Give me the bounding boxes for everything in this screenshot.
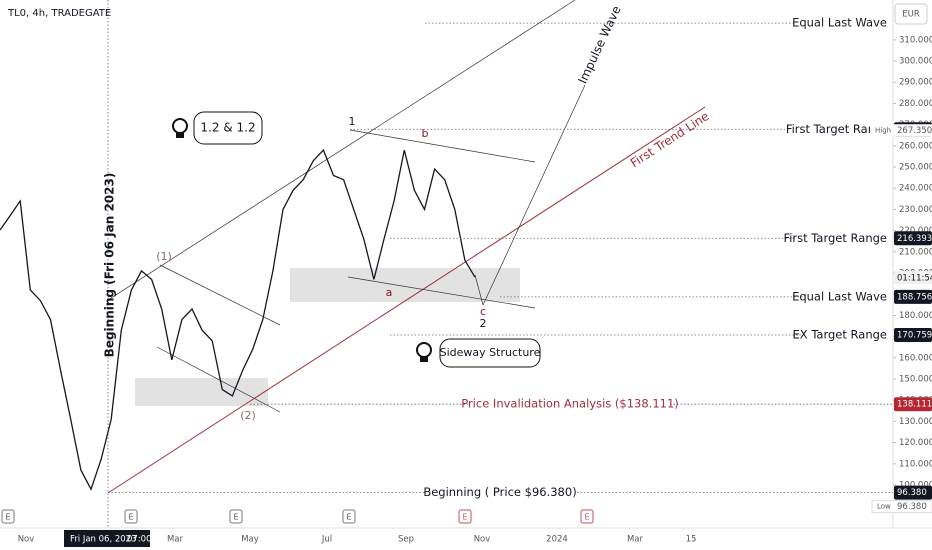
earnings-marker <box>229 509 243 524</box>
y-tick-label: 120.000 <box>899 438 932 448</box>
x-tick-label: 2024 <box>546 535 568 545</box>
level-label: Price Invalidation Analysis ($138.111) <box>461 397 679 411</box>
y-tick-label: 310.000 <box>899 35 932 45</box>
y-tick-label: 110.000 <box>899 459 932 469</box>
earnings-marker <box>342 509 356 524</box>
channel-line <box>347 276 536 309</box>
countdown-tag <box>894 271 932 284</box>
note-box <box>193 111 263 145</box>
price-tag <box>894 397 932 412</box>
wave-label: b <box>422 127 429 140</box>
high-tag <box>870 124 932 137</box>
low-caption: Low <box>877 503 891 511</box>
y-tick-label: 240.000 <box>899 184 932 194</box>
x-tick-label: Mar <box>627 535 644 545</box>
trend-line <box>107 106 706 494</box>
earnings-label: E <box>346 513 351 522</box>
level-label: Equal Last Wave <box>792 289 887 303</box>
currency: EUR <box>902 10 920 20</box>
crosshair-date: Fri Jan 06, 2023 <box>70 535 137 545</box>
currency-box <box>894 3 928 25</box>
low-tag <box>871 500 932 514</box>
price-tag <box>894 231 932 246</box>
wave-label: 1 <box>349 115 356 128</box>
countdown: 01:11:54 <box>897 274 932 284</box>
y-tick-label: 250.000 <box>899 163 932 173</box>
wave-label: (1) <box>156 250 172 263</box>
x-tick-label: May <box>241 535 259 545</box>
y-tick-label: 150.000 <box>899 374 932 384</box>
channel-line <box>156 346 281 413</box>
x-tick-label: Nov <box>474 535 491 545</box>
earnings-label: E <box>584 513 589 522</box>
y-tick-label: 290.000 <box>899 78 932 88</box>
earnings-label: E <box>233 513 238 522</box>
price-tag <box>894 289 932 304</box>
y-tick-label: 210.000 <box>899 247 932 257</box>
level-label-bg <box>425 484 575 501</box>
x-tick-label: Jul <box>321 535 332 545</box>
level-label: Equal Last Wave <box>792 16 887 30</box>
wave-label: 2 <box>480 317 487 330</box>
channel-line <box>107 0 576 301</box>
zone <box>290 268 520 302</box>
earnings-marker <box>458 509 472 524</box>
beginning-label: Beginning (Fri 06 Jan 2023) <box>103 173 117 358</box>
price-tag <box>894 485 932 500</box>
y-tick-label: 300.000 <box>899 57 932 67</box>
x-tick-label: Mar <box>167 535 184 545</box>
crosshair-tag <box>64 530 150 547</box>
price-tag-label: 188.756 <box>897 292 932 302</box>
earnings-label: E <box>128 513 133 522</box>
y-tick-label: 230.000 <box>899 205 932 215</box>
earnings-label: E <box>462 513 467 522</box>
y-tick-label: 130.000 <box>899 417 932 427</box>
x-tick-label: 15 <box>686 535 697 545</box>
earnings-label: E <box>5 513 10 522</box>
price-tag-label: 216.393 <box>897 234 932 244</box>
low-label: 96.380 <box>897 502 927 512</box>
price-tag-label: 170.759 <box>897 330 932 340</box>
zone <box>135 378 268 406</box>
wave-label: (2) <box>240 409 256 422</box>
earnings-marker <box>124 509 138 524</box>
channel-line <box>349 129 536 163</box>
price-tag <box>894 327 932 342</box>
earnings-marker <box>580 509 594 524</box>
y-tick-label: 260.000 <box>899 141 932 151</box>
wave-line <box>474 274 484 306</box>
y-tick-label: 160.000 <box>899 353 932 363</box>
title: TL0, 4h, TRADEGATE <box>7 8 111 19</box>
level-label: Beginning ( Price $96.380) <box>423 485 576 499</box>
level-label: EX Target Range <box>793 327 887 341</box>
wave-label: c <box>480 305 486 318</box>
y-tick-label: 180.000 <box>899 311 932 321</box>
wave-line <box>482 84 586 306</box>
high-caption: High <box>875 126 891 134</box>
y-tick-label: 220.000 <box>899 226 932 236</box>
y-tick-label: 100.000 <box>899 480 932 490</box>
note-box <box>439 338 541 368</box>
crosshair-time: 07:00 <box>127 535 152 545</box>
note: 1.2 & 1.2 <box>200 121 255 135</box>
x-tick-label: Nov <box>18 535 35 545</box>
high-label: 267.350 <box>897 126 932 136</box>
earnings-marker <box>1 509 15 524</box>
bulb <box>172 118 188 138</box>
x-tick-label: Sep <box>398 535 414 545</box>
level-label: First Target Ran <box>786 122 875 136</box>
price-line <box>0 148 476 491</box>
level-label: First Target Range <box>783 231 887 245</box>
note: Sideway Structure <box>440 346 541 359</box>
bulb <box>416 342 432 362</box>
channel-line <box>159 264 281 326</box>
level-label-bg <box>470 396 670 413</box>
wave-label: a <box>386 286 393 299</box>
price-tag-label: 96.380 <box>897 488 927 498</box>
price-tag-label: 138.111 <box>897 400 932 410</box>
y-tick-label: 280.000 <box>899 99 932 109</box>
